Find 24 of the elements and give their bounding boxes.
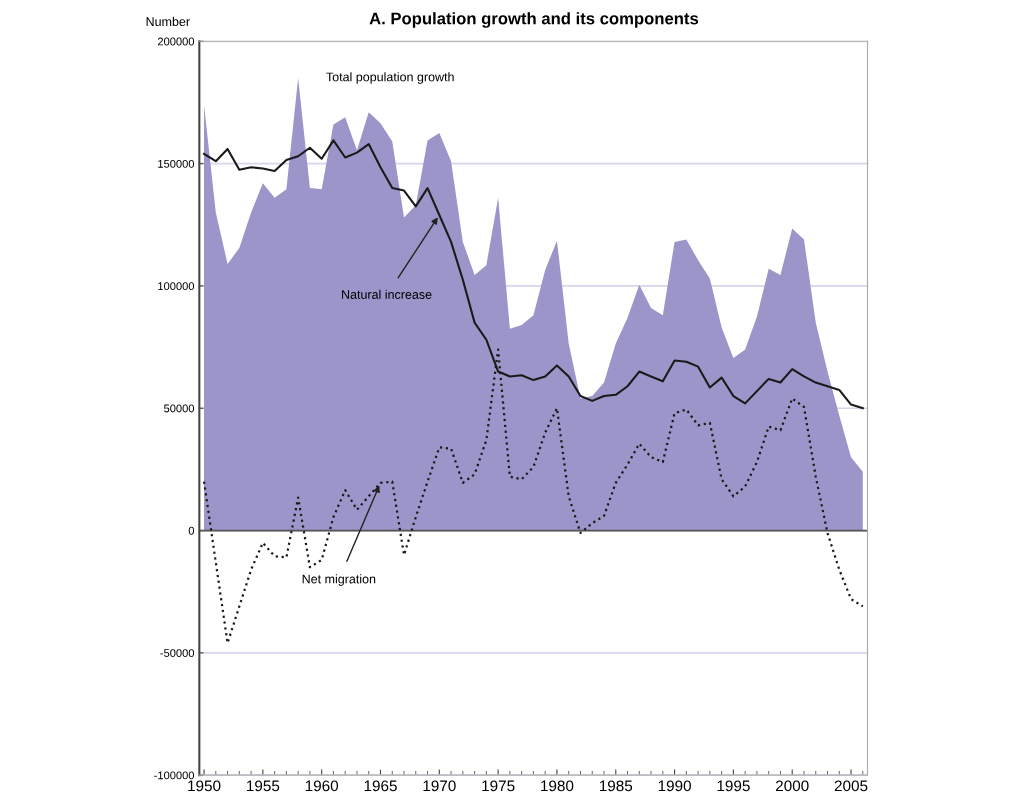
text: Total population growth: [326, 72, 454, 84]
y-tick-label: -100000: [154, 771, 195, 780]
x-tick-label: 2005: [834, 780, 868, 792]
y-tick-label: 0: [188, 526, 195, 535]
x-tick-label: 1990: [658, 780, 691, 792]
chart-title: A. Population growth and its components: [369, 12, 699, 28]
y-tick-label: 50000: [164, 404, 195, 413]
x-tick-label: 1995: [717, 780, 750, 792]
y-tick-label: 100000: [158, 282, 195, 291]
x-tick-label: 1965: [364, 780, 397, 792]
x-tick-label: 1950: [188, 780, 221, 792]
x-tick-label: 2000: [775, 780, 809, 792]
y-tick-label: -50000: [160, 649, 195, 657]
y-tick-label: 200000: [157, 37, 195, 46]
series-label: Net migration: [302, 574, 376, 586]
x-tick-label: 1960: [305, 780, 339, 792]
x-tick-label: 1955: [247, 780, 280, 792]
x-tick-label: 1985: [599, 780, 633, 792]
x-tick-label: 1970: [423, 780, 456, 792]
text: Natural increase: [342, 289, 432, 299]
y-tick-label: 150000: [158, 159, 195, 168]
x-tick-label: 1975: [482, 780, 515, 792]
y-axis-title: Number: [146, 16, 190, 27]
x-tick-label: 1980: [541, 780, 574, 792]
